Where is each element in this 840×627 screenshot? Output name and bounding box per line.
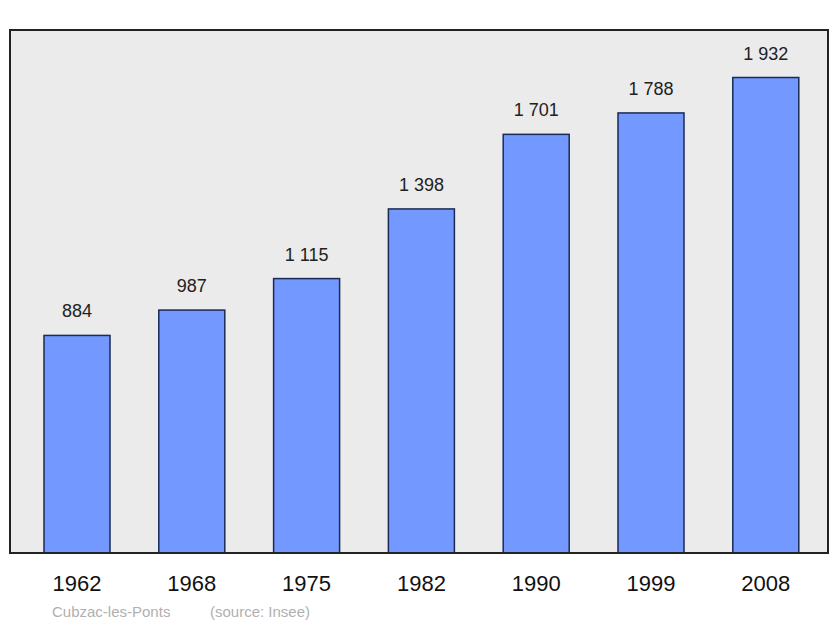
bar	[388, 209, 454, 553]
data-label: 1 115	[285, 245, 329, 265]
bar	[274, 279, 340, 553]
bar	[618, 113, 684, 553]
data-label: 1 932	[743, 44, 788, 64]
bar	[44, 335, 110, 553]
data-label: 884	[62, 301, 92, 321]
x-tick-label: 2008	[741, 571, 790, 596]
plot-frame	[10, 30, 828, 553]
chart-container: 884 987 1 115 1 398 1 701 1 788 1 932 1962 1968 1…	[0, 0, 840, 627]
x-tick-label: 1990	[512, 571, 561, 596]
x-tick-label: 1982	[397, 571, 446, 596]
bars	[44, 78, 799, 553]
data-label: 1 701	[514, 100, 559, 120]
plot-background	[10, 30, 828, 553]
bar	[159, 310, 225, 553]
bar	[503, 134, 569, 553]
subtitle: (source: Insee)	[210, 603, 310, 620]
x-tick-label: 1999	[627, 571, 676, 596]
chart-svg: 884 987 1 115 1 398 1 701 1 788 1 932 1962 1968 1…	[0, 0, 840, 627]
x-tick-label: 1962	[53, 571, 102, 596]
data-label: 1 398	[399, 175, 444, 195]
bar	[733, 78, 799, 553]
x-tick-label: 1975	[282, 571, 331, 596]
title: Cubzac-les-Ponts	[52, 603, 170, 620]
x-tick-label: 1968	[167, 571, 216, 596]
data-label: 1 788	[628, 79, 673, 99]
data-label: 987	[177, 276, 207, 296]
